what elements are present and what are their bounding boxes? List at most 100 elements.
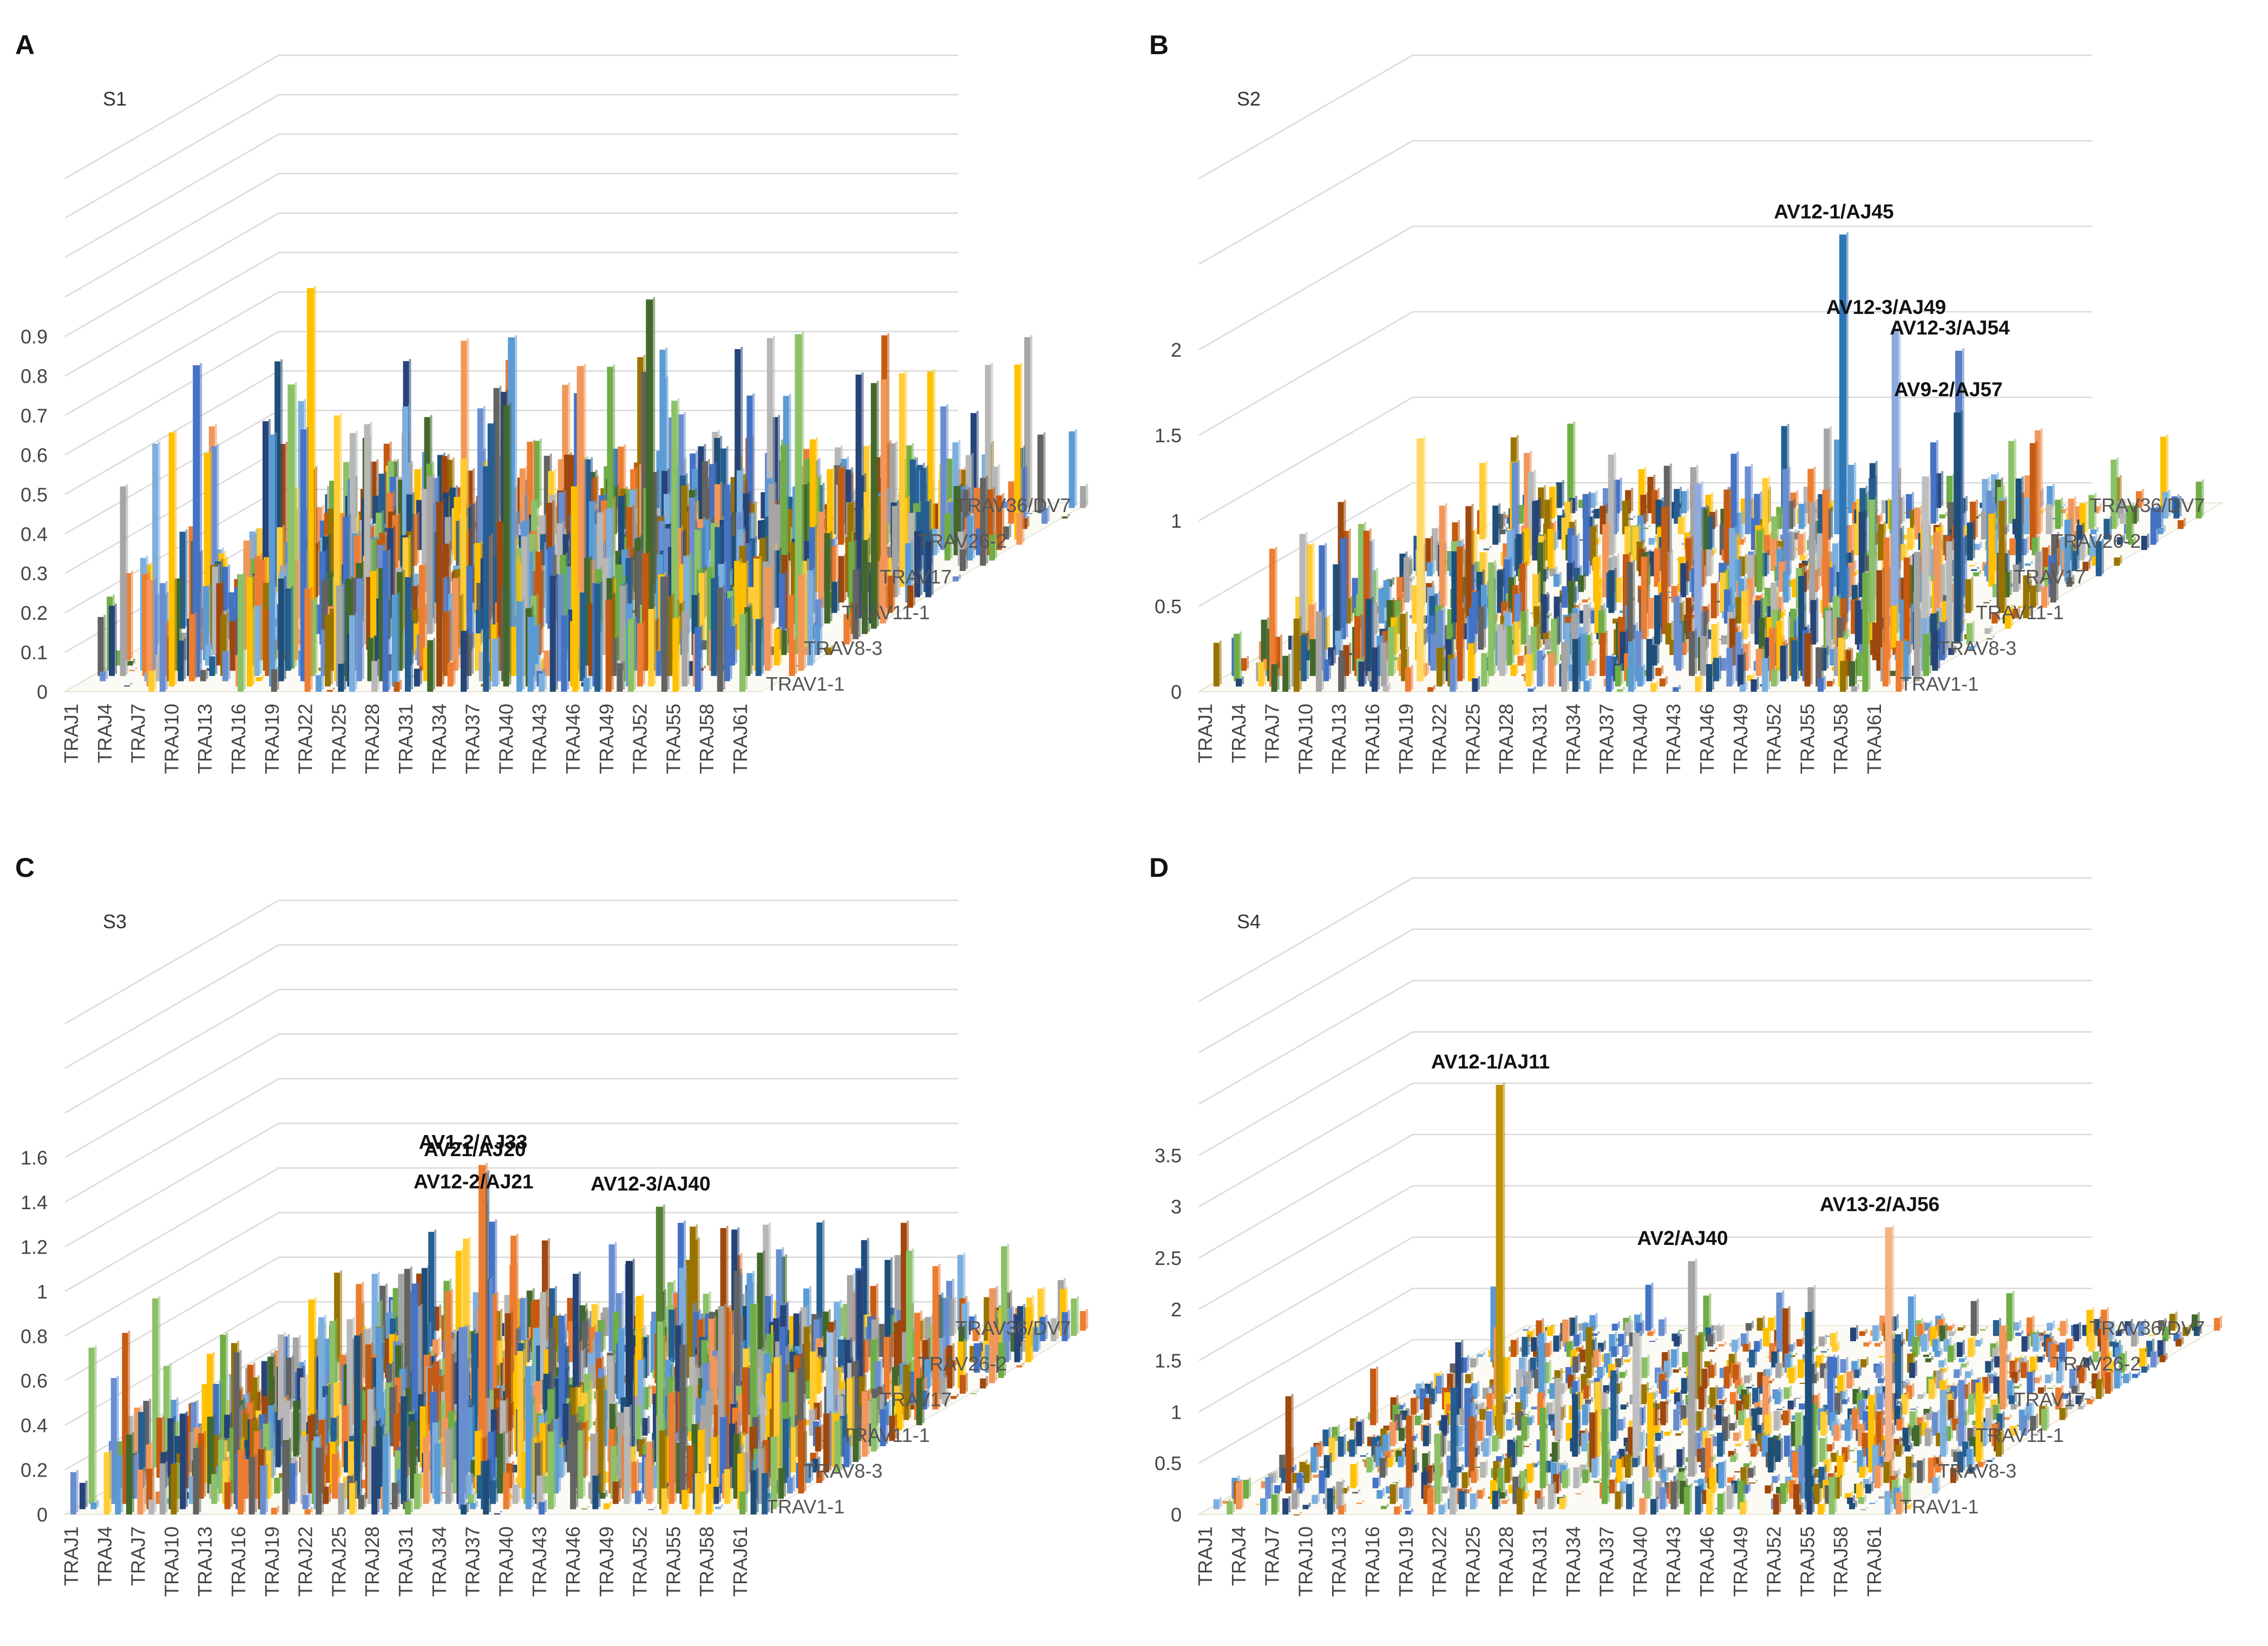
bar-side: [525, 1296, 528, 1350]
bar: [2128, 539, 2134, 545]
bar: [637, 623, 643, 687]
bar-side: [1433, 685, 1435, 690]
bar: [1578, 500, 1584, 508]
bar: [588, 501, 595, 592]
bar: [1830, 648, 1836, 666]
bar-side: [1845, 596, 1848, 632]
bar-side: [1022, 1363, 1025, 1366]
bar: [931, 529, 938, 555]
bar: [1258, 662, 1264, 687]
bar-side: [600, 1329, 603, 1371]
bar: [2050, 562, 2056, 603]
bar: [1674, 489, 1680, 524]
bar: [625, 558, 632, 629]
bar: [855, 375, 862, 619]
bar: [1530, 626, 1537, 671]
bar: [1288, 635, 1294, 650]
x-tick-label: TRAJ7: [127, 704, 149, 763]
bar: [497, 521, 503, 671]
bar-side: [1715, 509, 1718, 527]
bar-side: [1306, 633, 1309, 679]
bar-side: [356, 430, 358, 606]
bar: [1016, 1365, 1022, 1368]
bar: [519, 1298, 526, 1352]
bar-side: [472, 563, 475, 648]
bar: [1858, 680, 1864, 681]
gridline: [64, 1212, 958, 1337]
bar: [254, 555, 261, 650]
bar: [1815, 647, 1822, 687]
bar: [1316, 611, 1322, 692]
bar-side: [2109, 516, 2112, 537]
bar: [809, 527, 815, 613]
bar-side: [1536, 624, 1539, 669]
bar-side: [1660, 593, 1662, 642]
bar: [925, 541, 932, 598]
bar: [2157, 527, 2164, 534]
bar-side: [664, 1289, 667, 1334]
bar-side: [1478, 676, 1480, 690]
bar-side: [490, 534, 493, 637]
bar: [1922, 476, 1929, 657]
bar: [1754, 494, 1760, 529]
bar: [1572, 639, 1578, 692]
bar: [1998, 501, 2005, 613]
bar-side: [1952, 539, 1955, 648]
bar-side: [417, 511, 419, 564]
bar-side: [840, 1300, 842, 1355]
bar: [1769, 628, 1775, 681]
bar-side: [130, 570, 133, 658]
bar-side: [390, 598, 392, 637]
bar-side: [339, 413, 342, 679]
bar-side: [417, 583, 420, 621]
bar: [1851, 599, 1857, 634]
bar: [1654, 595, 1660, 645]
bar-side: [1882, 568, 1885, 669]
bar-side: [1349, 642, 1352, 674]
bar: [2178, 520, 2184, 529]
bar-side: [517, 556, 520, 621]
bar: [1600, 633, 1606, 676]
bar: [1739, 684, 1746, 692]
bar: [975, 528, 982, 555]
bar: [1731, 454, 1737, 555]
bar-side: [1471, 504, 1474, 617]
bar-side: [1826, 646, 1829, 669]
bar: [253, 606, 260, 676]
bar: [597, 512, 603, 613]
bar-side: [802, 332, 804, 652]
bar-side: [653, 297, 656, 665]
bar: [1543, 633, 1549, 645]
bar: [475, 633, 481, 671]
bar-side: [890, 1257, 893, 1371]
bar-side: [933, 369, 935, 543]
bar: [637, 357, 644, 545]
bar: [1003, 526, 1010, 540]
bar: [412, 573, 418, 598]
bar-side: [986, 475, 988, 564]
bar: [1824, 428, 1830, 508]
bar-side: [1686, 640, 1689, 653]
bar-side: [1584, 573, 1586, 590]
bar: [1846, 525, 1852, 566]
bar: [300, 429, 306, 681]
bar: [1467, 643, 1474, 681]
bar: [989, 535, 995, 561]
bar-side: [624, 494, 626, 580]
bar: [1898, 578, 1904, 613]
bar: [549, 1288, 555, 1341]
bar: [356, 578, 362, 681]
bar-side: [665, 347, 668, 543]
bar-side: [1824, 676, 1826, 690]
y-tick-label: 0.6: [21, 1370, 48, 1392]
bar-side: [567, 613, 569, 690]
bar-side: [833, 467, 835, 543]
bar: [414, 668, 420, 687]
bar: [1756, 530, 1762, 592]
bar-side: [1339, 562, 1341, 648]
bar: [720, 448, 726, 529]
bar: [561, 615, 567, 692]
bar-side: [1657, 642, 1660, 664]
bar: [1328, 647, 1334, 666]
bar-side: [2061, 497, 2063, 527]
